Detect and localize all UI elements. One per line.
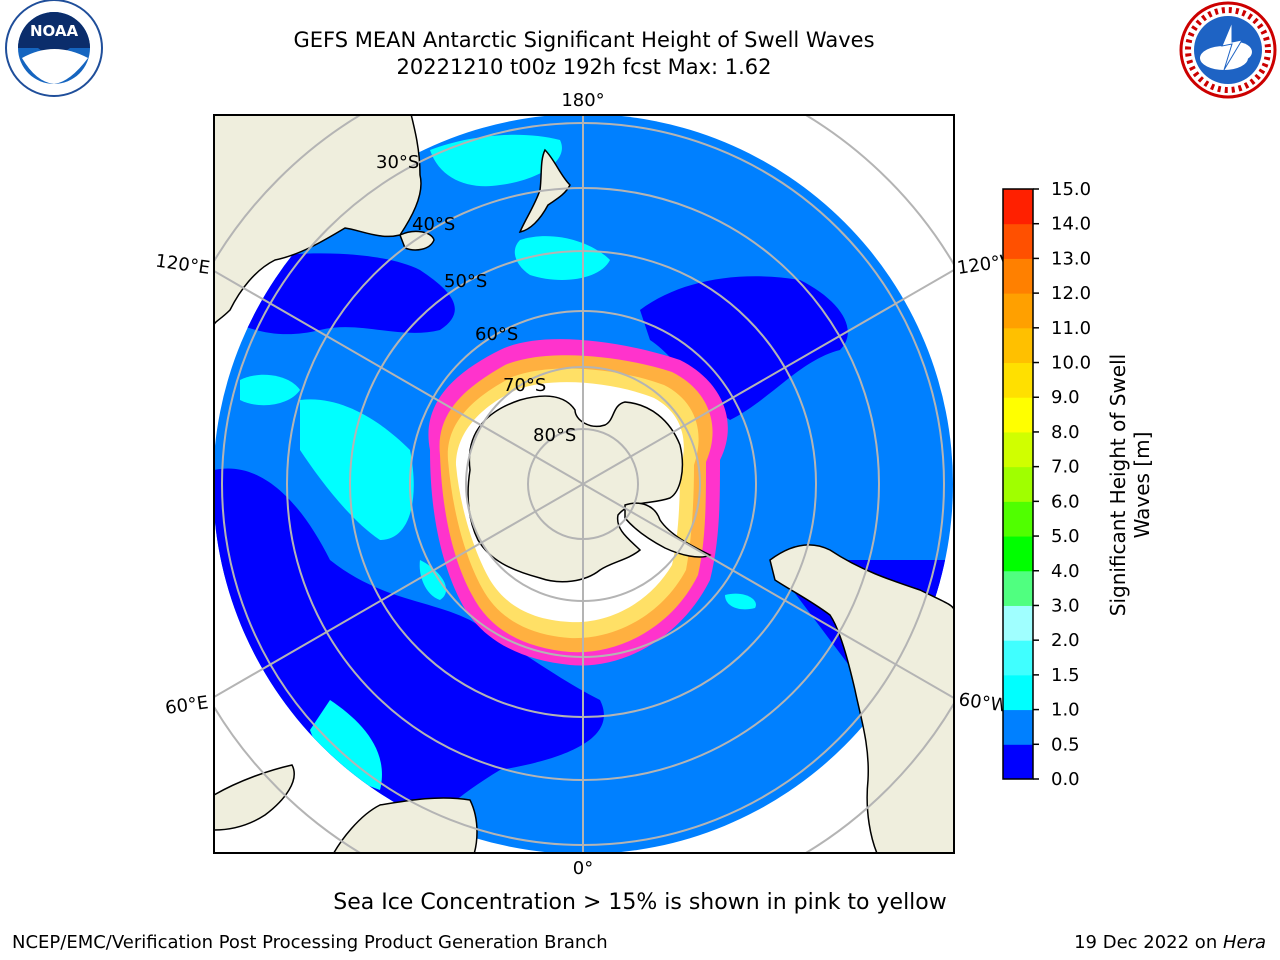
colorbar-swatch <box>1003 744 1033 780</box>
colorbar-label: Significant Height of Swell Waves [m] <box>1106 353 1154 617</box>
high-swell-region <box>514 236 610 280</box>
colorbar-tick-label: 14.0 <box>1051 214 1091 235</box>
chart-title: GEFS MEAN Antarctic Significant Height o… <box>293 28 875 52</box>
colorbar-tick-label: 12.0 <box>1051 283 1091 304</box>
footer-host: Hera <box>1222 932 1266 953</box>
lat-label-30s: 30°S <box>376 152 419 173</box>
colorbar-tick-label: 5.0 <box>1051 526 1080 547</box>
colorbar-tick-label: 2.0 <box>1051 630 1080 651</box>
colorbar-tick-label: 0.5 <box>1051 734 1080 755</box>
colorbar-swatch <box>1003 258 1033 294</box>
colorbar-swatch <box>1003 674 1033 711</box>
colorbar-tick-label: 7.0 <box>1051 457 1080 478</box>
colorbar-swatch <box>1003 536 1033 572</box>
colorbar-swatch <box>1003 431 1033 468</box>
lat-label-70s: 70°S <box>503 375 546 396</box>
south-america-landmass <box>769 544 954 853</box>
footer-date: 19 Dec 2022 on Hera <box>1074 932 1266 953</box>
colorbar-tick-label: 9.0 <box>1051 387 1080 408</box>
sea-ice-note: Sea Ice Concentration > 15% is shown in … <box>333 890 947 915</box>
lon-label-0: 0° <box>573 858 593 879</box>
chart-subtitle: 20221210 t00z 192h fcst Max: 1.62 <box>396 55 772 79</box>
low-swell-region <box>820 560 940 600</box>
high-swell-region <box>430 134 562 187</box>
colorbar-swatch <box>1003 327 1033 364</box>
colorbar-swatch <box>1003 640 1033 676</box>
colorbar-tick-label: 11.0 <box>1051 318 1091 339</box>
colorbar-swatch <box>1003 501 1033 537</box>
madagascar-landmass <box>214 764 295 831</box>
colorbar-tick-label: 0.0 <box>1051 769 1080 790</box>
colorbar-tick-label: 6.0 <box>1051 491 1080 512</box>
colorbar-tick-label: 1.5 <box>1051 665 1080 686</box>
colorbar-swatch <box>1003 223 1033 259</box>
lon-label-60e: 60°E <box>164 692 210 719</box>
colorbar-tick-label: 8.0 <box>1051 422 1080 443</box>
map-frame <box>213 114 955 854</box>
high-swell-region <box>419 560 447 600</box>
colorbar-swatch <box>1003 397 1033 433</box>
footer-credit: NCEP/EMC/Verification Post Processing Pr… <box>12 932 608 953</box>
antarctic-peninsula <box>624 502 712 558</box>
colorbar-swatch <box>1003 466 1033 502</box>
longitude-lines <box>214 115 954 853</box>
lat-label-50s: 50°S <box>444 271 487 292</box>
lon-label-180: 180° <box>561 90 604 111</box>
colorbar-tick-label: 10.0 <box>1051 353 1091 374</box>
noaa-logo: NOAA <box>5 0 103 97</box>
colorbar-swatch <box>1003 189 1033 225</box>
lon-label-60w: 60°W <box>957 689 1009 717</box>
high-swell-region <box>300 399 414 540</box>
footer-date-text: 19 Dec 2022 on <box>1074 932 1223 953</box>
lon-label-120e: 120°E <box>154 251 211 279</box>
australia-landmass <box>214 115 422 326</box>
noaa-logo-text: NOAA <box>30 22 79 40</box>
colorbar-swatch <box>1003 362 1033 398</box>
colorbar-tick-label: 1.0 <box>1051 700 1080 721</box>
lat-label-40s: 40°S <box>412 214 455 235</box>
colorbar-tick-label: 13.0 <box>1051 248 1091 269</box>
national-weather-service-logo <box>1179 1 1277 99</box>
colorbar-tick-label: 4.0 <box>1051 561 1080 582</box>
high-swell-region <box>310 700 382 790</box>
low-swell-region <box>230 253 455 335</box>
colorbar: 0.0 0.5 1.0 1.5 2.0 3.0 4.0 5.0 6.0 7.0 8.0 9.0 10.0… <box>1002 179 1091 790</box>
colorbar-tick-label: 15.0 <box>1051 179 1091 200</box>
colorbar-swatch <box>1003 605 1033 641</box>
lat-label-60s: 60°S <box>475 324 518 345</box>
high-swell-region <box>240 374 300 406</box>
low-swell-region <box>640 276 848 420</box>
colorbar-tick-label: 3.0 <box>1051 595 1080 616</box>
lat-label-80s: 80°S <box>533 425 576 446</box>
africa-landmass <box>332 797 478 853</box>
colorbar-swatch <box>1003 293 1033 329</box>
colorbar-swatch <box>1003 570 1033 606</box>
high-swell-region <box>725 593 756 610</box>
colorbar-outline <box>1002 188 1034 780</box>
colorbar-swatch <box>1003 709 1033 745</box>
